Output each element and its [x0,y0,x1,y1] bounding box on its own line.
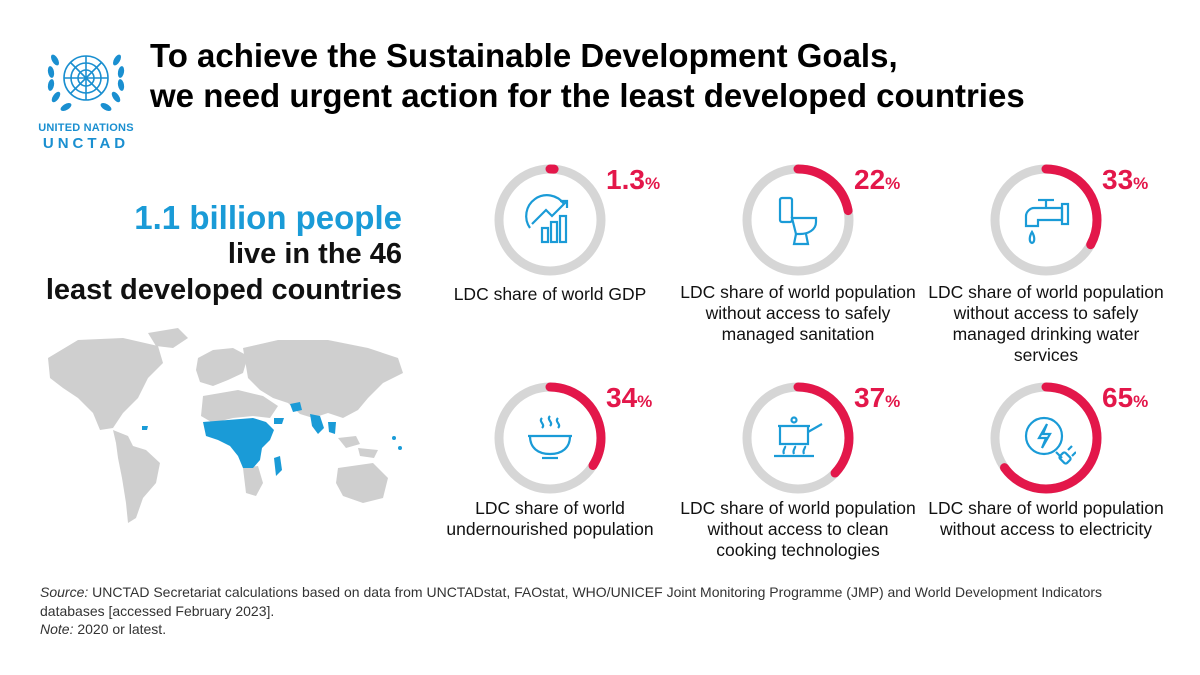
stat-value: 65 [1102,382,1134,413]
ring-fill [494,164,606,276]
source-label: Source: [40,584,89,600]
desc-emphasis: undernourished population [446,519,654,539]
desc-plain: LDC share of world GDP [453,284,647,304]
desc-emphasis: without access to safely managed sanitat… [705,303,891,344]
non-ldc-regions [48,328,403,523]
stat-value: 37 [854,382,886,413]
ring-fill [494,382,606,494]
stat-drinking-water: 33% LDC share of world population withou… [926,162,1166,372]
title-line-2: we need urgent action for the least deve… [150,77,1025,114]
stat-percent: 65% [1102,382,1148,414]
source-line: Source: UNCTAD Secretariat calculations … [40,583,1170,620]
stat-description: LDC share of world undernourished popula… [430,498,670,540]
world-map [48,328,403,523]
stat-gdp: 1.3% LDC share of world GDP [430,162,670,312]
headline-line-3: least developed countries [45,274,402,306]
note-line: Note: 2020 or latest. [40,620,1170,639]
stat-percent: 1.3% [606,164,660,196]
headline: 1.1 billion people live in the 46 least … [46,200,402,308]
note-label: Note: [40,621,74,637]
stat-value: 33 [1102,164,1134,195]
unctad-logo: UNITED NATIONS UNCTAD [38,40,134,152]
stat-percent: 33% [1102,164,1148,196]
desc-plain: LDC share of world population [928,498,1164,518]
percent-sign: % [885,392,901,411]
stat-description: LDC share of world population without ac… [926,282,1166,366]
stat-value: 22 [854,164,886,195]
ring-gauge [988,380,1104,496]
stat-value: 1.3 [606,164,645,195]
desc-emphasis: without access to safely managed drinkin… [952,303,1140,365]
electricity-plug-icon [1024,416,1076,465]
stat-percent: 34% [606,382,652,414]
stat-description: LDC share of world GDP [430,284,670,305]
desc-plain: LDC share of world [475,498,625,518]
headline-line-1: 1.1 billion people [134,199,402,236]
desc-plain: LDC share of world population [680,498,916,518]
cooking-pot-icon [774,416,823,458]
toilet-icon [778,196,818,246]
logo-org-text: UNITED NATIONS [38,122,134,134]
un-emblem-icon [47,54,125,111]
percent-sign: % [885,174,901,193]
ring-gauge [988,162,1104,278]
ring-fill [742,164,854,276]
source-note: Source: UNCTAD Secretariat calculations … [40,583,1170,639]
note-text: 2020 or latest. [77,621,167,637]
desc-emphasis: without access to electricity [939,519,1153,539]
stat-electricity: 65% LDC share of world population withou… [926,380,1166,570]
source-text: UNCTAD Secretariat calculations based on… [40,584,1103,619]
ring-fill [990,382,1102,494]
food-bowl-icon [528,415,572,460]
logo-name-text: UNCTAD [42,135,130,152]
stat-clean-cooking: 37% LDC share of world population withou… [678,380,918,570]
percent-sign: % [644,174,661,193]
desc-emphasis: without access to clean cooking technolo… [707,519,889,560]
stat-value: 34 [606,382,638,413]
ring-fill [742,382,854,494]
percent-sign: % [1133,174,1149,193]
water-tap-icon [1024,198,1070,245]
stat-percent: 22% [854,164,900,196]
ring-gauge [492,162,608,278]
headline-line-2: live in the 46 [227,238,402,270]
stat-description: LDC share of world population without ac… [678,282,918,345]
percent-sign: % [1133,392,1149,411]
stat-description: LDC share of world population without ac… [926,498,1166,540]
desc-plain: LDC share of world population [680,282,916,302]
stat-description: LDC share of world population without ac… [678,498,918,561]
percent-sign: % [637,392,653,411]
stat-percent: 37% [854,382,900,414]
gdp-chart-icon [525,194,569,244]
stat-sanitation: 22% LDC share of world population withou… [678,162,918,352]
page-title: To achieve the Sustainable Development G… [150,36,1025,116]
ring-gauge [492,380,608,496]
stat-undernourished: 34% LDC share of world undernourished po… [430,380,670,550]
ring-gauge [740,162,856,278]
ring-fill [990,164,1102,276]
desc-plain: LDC share of world population [928,282,1164,302]
title-line-1: To achieve the Sustainable Development G… [150,37,898,74]
ring-gauge [740,380,856,496]
ldc-regions [142,402,402,476]
